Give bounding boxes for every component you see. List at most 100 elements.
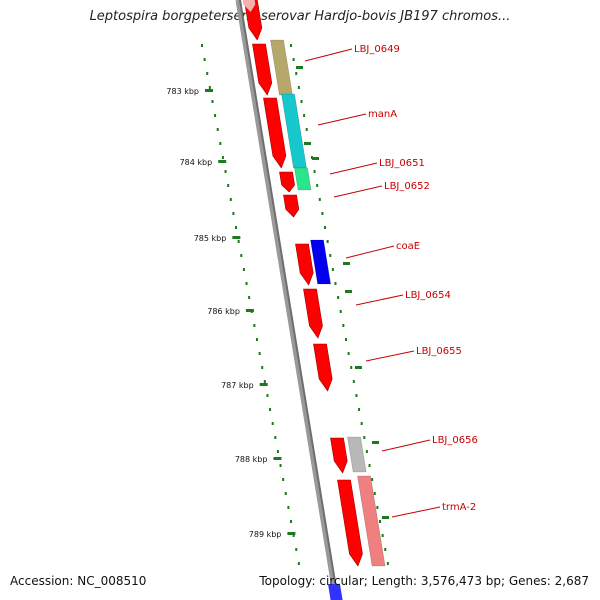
outer-circle-dot: [339, 310, 342, 313]
accession-text: Accession: NC_008510: [10, 574, 147, 588]
inner-circle-dot: [269, 408, 272, 411]
inner-circle-dot: [266, 394, 269, 397]
gene-feature-offscreen[interactable]: [328, 584, 344, 600]
inner-circle-dot: [206, 72, 209, 75]
cds-arrow[interactable]: [313, 343, 333, 392]
inner-circle-dot: [282, 478, 285, 481]
gene-feature-lbj_0656[interactable]: [347, 436, 367, 473]
outer-tick: [343, 262, 350, 265]
gene-label[interactable]: LBJ_0649: [354, 44, 400, 55]
gene-leader-line: [317, 113, 367, 126]
outer-circle-dot: [318, 198, 321, 201]
inner-circle-dot: [232, 212, 235, 215]
inner-circle-dot: [214, 114, 217, 117]
outer-circle-dot: [331, 268, 334, 271]
outer-tick: [355, 366, 362, 369]
outer-circle-dot: [358, 408, 361, 411]
cds-arrow[interactable]: [337, 479, 363, 567]
inner-circle-dot: [229, 198, 232, 201]
outer-circle-dot: [355, 394, 358, 397]
outer-circle-dot: [324, 226, 327, 229]
inner-circle-dot: [290, 520, 293, 523]
gene-feature-coae[interactable]: [310, 239, 331, 285]
cds-arrow[interactable]: [241, 0, 256, 12]
outer-tick: [372, 441, 379, 444]
cds-arrow[interactable]: [295, 243, 314, 286]
outer-circle-dot: [326, 240, 329, 243]
cds-arrow[interactable]: [252, 43, 273, 96]
topology-text: Topology: circular; Length: 3,576,473 bp…: [259, 574, 589, 588]
gene-label[interactable]: LBJ_0652: [384, 181, 430, 192]
gene-feature-lbj_0651[interactable]: [294, 167, 312, 191]
outer-circle-dot: [384, 548, 387, 551]
gene-feature-trma-2[interactable]: [357, 475, 386, 567]
inner-circle-dot: [216, 128, 219, 131]
inner-circle-dot: [248, 296, 251, 299]
inner-circle-dot: [274, 436, 277, 439]
kbp-tick: [205, 89, 213, 92]
cds-arrow[interactable]: [283, 194, 300, 218]
gene-label[interactable]: trmA-2: [442, 502, 476, 513]
outer-circle-dot: [321, 212, 324, 215]
inner-circle-dot: [235, 226, 238, 229]
kbp-label: 789 kbp: [249, 530, 282, 539]
outer-circle-dot: [379, 520, 382, 523]
outer-tick: [382, 516, 389, 519]
gene-label[interactable]: manA: [368, 109, 397, 120]
outer-tick: [312, 157, 319, 160]
inner-circle-dot: [221, 156, 224, 159]
cds-arrow[interactable]: [330, 437, 348, 474]
inner-circle-dot: [237, 240, 240, 243]
inner-circle-dot: [242, 268, 245, 271]
cds-arrow[interactable]: [263, 97, 287, 169]
gene-leader-line: [381, 439, 431, 452]
kbp-tick: [218, 160, 227, 163]
inner-circle-dot: [263, 380, 266, 383]
gene-leader-line: [304, 48, 353, 62]
outer-circle-dot: [350, 366, 353, 369]
outer-circle-dot: [342, 324, 345, 327]
inner-circle-dot: [271, 422, 274, 425]
gene-label[interactable]: LBJ_0651: [379, 158, 425, 169]
kbp-label: 786 kbp: [207, 307, 240, 316]
outer-circle-dot: [305, 128, 308, 131]
outer-circle-dot: [297, 86, 300, 89]
inner-circle-dot: [245, 282, 248, 285]
outer-circle-dot: [363, 436, 366, 439]
inner-circle-dot: [292, 534, 295, 537]
inner-circle-dot: [240, 254, 243, 257]
inner-circle-dot: [295, 548, 298, 551]
gene-label[interactable]: coaE: [396, 241, 420, 252]
gene-label[interactable]: LBJ_0654: [405, 290, 451, 301]
cds-arrow[interactable]: [303, 288, 323, 339]
kbp-tick: [287, 532, 296, 535]
genome-backbone-edge: [239, 0, 339, 600]
outer-circle-dot: [316, 184, 319, 187]
gene-leader-line: [355, 294, 404, 306]
outer-circle-dot: [292, 58, 295, 61]
kbp-tick: [245, 309, 254, 312]
gene-leader-line: [333, 185, 383, 198]
gene-leader-line: [391, 506, 441, 518]
outer-circle-dot: [344, 338, 347, 341]
outer-circle-dot: [290, 44, 292, 47]
gene-label[interactable]: LBJ_0655: [416, 346, 462, 357]
map-title: Leptospira borgpetersenii serovar Hardjo…: [89, 9, 511, 24]
inner-circle-dot: [253, 324, 256, 327]
outer-circle-dot: [329, 254, 332, 257]
gene-label[interactable]: LBJ_0656: [432, 435, 478, 446]
outer-circle-dot: [295, 72, 298, 75]
outer-circle-dot: [310, 156, 313, 159]
kbp-label: 787 kbp: [221, 381, 254, 390]
outer-circle-dot: [386, 562, 389, 565]
gene-feature-lbj_0649[interactable]: [270, 39, 293, 96]
kbp-label: 788 kbp: [235, 455, 268, 464]
outer-circle-dot: [303, 114, 306, 117]
kbp-label: 785 kbp: [194, 234, 227, 243]
inner-circle-dot: [201, 44, 203, 47]
cds-arrow[interactable]: [279, 171, 295, 193]
outer-tick: [304, 142, 311, 145]
inner-circle-dot: [261, 366, 264, 369]
outer-tick: [345, 290, 352, 293]
